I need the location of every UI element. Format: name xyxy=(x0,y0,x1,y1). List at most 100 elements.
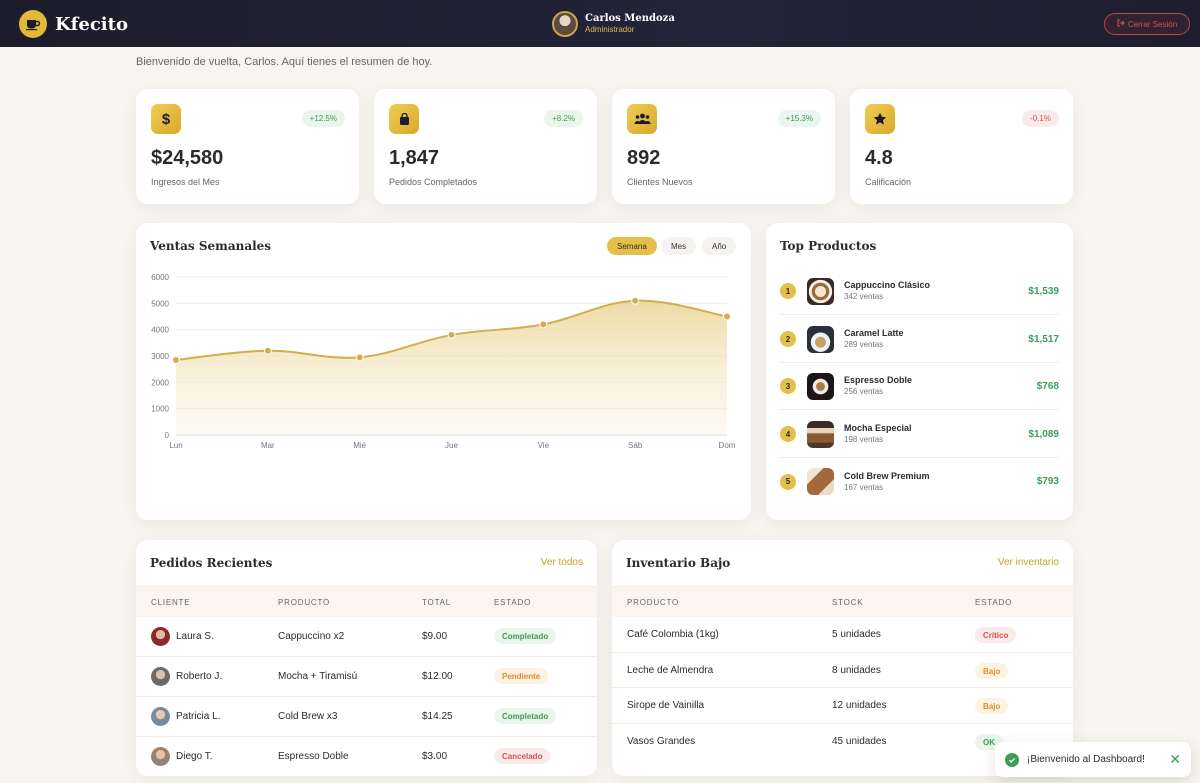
inventory-stock: 45 unidades xyxy=(832,736,887,747)
status-badge: Pendiente xyxy=(494,668,549,684)
y-tick-label: 0 xyxy=(165,431,170,440)
y-tick-label: 3000 xyxy=(151,352,169,361)
coffee-cup-icon xyxy=(19,10,47,38)
product-item[interactable]: 1 Cappuccino Clásico 342 ventas $1,539 xyxy=(780,268,1059,315)
client-name: Patricia L. xyxy=(176,711,221,722)
chart-point xyxy=(631,296,640,305)
inventory-stock: 5 unidades xyxy=(832,629,881,640)
x-tick-label: Mié xyxy=(353,441,366,450)
chart-title: Ventas Semanales xyxy=(150,239,272,253)
brand[interactable]: Kfecito xyxy=(19,10,128,38)
range-month-button[interactable]: Mes xyxy=(661,237,697,255)
inventory-product: Café Colombia (1kg) xyxy=(627,629,719,640)
product-sales: 256 ventas xyxy=(844,387,884,396)
order-product: Mocha + Tiramisú xyxy=(278,671,358,682)
column-header: ESTADO xyxy=(975,598,1013,607)
product-name: Cold Brew Premium xyxy=(844,470,930,481)
chart-point xyxy=(539,320,548,329)
product-name: Caramel Latte xyxy=(844,328,904,338)
change-badge: +12.5% xyxy=(301,110,345,127)
view-inventory-link[interactable]: Ver inventario xyxy=(997,557,1059,568)
logout-button[interactable]: Cerrar Sesión xyxy=(1104,13,1190,35)
column-header: PRODUCTO xyxy=(627,598,680,607)
recent-orders-card: Pedidos Recientes Ver todos CLIENTE PROD… xyxy=(136,540,597,776)
stat-value: 4.8 xyxy=(865,147,893,169)
range-year-button[interactable]: Año xyxy=(702,237,737,255)
table-row[interactable]: Patricia L. Cold Brew x3 $14.25 Completa… xyxy=(136,697,597,737)
shopping-bag-icon xyxy=(389,104,419,134)
client-name: Diego T. xyxy=(176,751,213,762)
low-inventory-title: Inventario Bajo xyxy=(626,556,731,570)
order-total: $3.00 xyxy=(422,751,448,762)
welcome-toast: ¡Bienvenido al Dashboard! ✕ xyxy=(995,742,1191,777)
product-sales: 198 ventas xyxy=(844,435,884,444)
chart-point xyxy=(263,346,272,355)
product-name: Cappuccino Clásico xyxy=(844,280,931,290)
avatar xyxy=(151,667,170,686)
product-thumbnail xyxy=(807,420,834,448)
stat-card-rating: -0.1% 4.8 Calificación xyxy=(850,89,1073,204)
status-badge: Bajo xyxy=(975,663,1009,679)
table-row[interactable]: Café Colombia (1kg) 5 unidades Crítico xyxy=(612,617,1073,653)
chart-point xyxy=(447,330,456,339)
product-thumbnail xyxy=(807,468,834,495)
top-products-card: Top Productos 1 Cappuccino Clásico 342 v… xyxy=(766,223,1073,520)
stat-label: Pedidos Completados xyxy=(389,177,478,187)
x-tick-label: Jue xyxy=(445,441,458,450)
rank-badge: 4 xyxy=(780,426,796,442)
change-badge: +15.3% xyxy=(777,110,821,127)
dollar-icon: $ xyxy=(151,104,181,134)
stat-card-orders: +8.2% 1,847 Pedidos Completados xyxy=(374,89,597,204)
x-tick-label: Dom xyxy=(719,441,736,450)
user-name: Carlos Mendoza xyxy=(585,13,675,24)
table-row[interactable]: Sirope de Vainilla 12 unidades Bajo xyxy=(612,688,1073,724)
status-badge: Completado xyxy=(494,628,557,644)
user-role: Administrador xyxy=(585,25,635,34)
product-amount: $1,539 xyxy=(1028,285,1059,297)
order-product: Cappuccino x2 xyxy=(278,631,345,642)
column-header: ESTADO xyxy=(494,598,532,607)
product-item[interactable]: 3 Espresso Doble 256 ventas $768 xyxy=(780,363,1059,410)
table-row[interactable]: Roberto J. Mocha + Tiramisú $12.00 Pendi… xyxy=(136,657,597,697)
order-total: $14.25 xyxy=(422,711,453,722)
status-badge: Crítico xyxy=(975,627,1017,643)
product-thumbnail xyxy=(807,325,834,353)
logout-label: Cerrar Sesión xyxy=(1127,19,1178,29)
close-icon[interactable]: ✕ xyxy=(1169,751,1181,767)
stat-card-clients: +15.3% 892 Clientes Nuevos xyxy=(612,89,835,204)
avatar xyxy=(151,707,170,726)
chart-point xyxy=(355,353,364,362)
toast-message: ¡Bienvenido al Dashboard! xyxy=(1027,754,1145,765)
product-item[interactable]: 4 Mocha Especial 198 ventas $1,089 xyxy=(780,411,1059,458)
product-name: Mocha Especial xyxy=(844,423,912,433)
y-tick-label: 4000 xyxy=(151,326,169,335)
product-amount: $1,517 xyxy=(1028,333,1059,345)
change-badge: -0.1% xyxy=(1022,110,1059,127)
product-item[interactable]: 5 Cold Brew Premium 167 ventas $793 xyxy=(780,458,1059,505)
view-all-orders-link[interactable]: Ver todos xyxy=(540,557,583,568)
product-item[interactable]: 2 Caramel Latte 289 ventas $1,517 xyxy=(780,316,1059,363)
product-amount: $793 xyxy=(1036,476,1059,487)
status-badge: Bajo xyxy=(975,698,1009,714)
product-amount: $1,089 xyxy=(1028,428,1059,440)
brand-name: Kfecito xyxy=(55,13,128,35)
table-row[interactable]: Leche de Almendra 8 unidades Bajo xyxy=(612,653,1073,688)
table-row[interactable]: Laura S. Cappuccino x2 $9.00 Completado xyxy=(136,617,597,657)
range-week-button[interactable]: Semana xyxy=(607,237,657,255)
star-icon xyxy=(865,104,895,134)
logout-icon xyxy=(1117,19,1125,29)
inventory-stock: 8 unidades xyxy=(832,665,881,676)
client-name: Roberto J. xyxy=(176,671,223,682)
avatar xyxy=(151,627,170,646)
table-row[interactable]: Diego T. Espresso Doble $3.00 Cancelado xyxy=(136,737,597,777)
status-badge: Cancelado xyxy=(494,748,551,764)
stat-card-revenue: $ +12.5% $24,580 Ingresos del Mes xyxy=(136,89,359,204)
top-navbar: Kfecito Carlos Mendoza Administrador Cer… xyxy=(0,0,1200,47)
product-name: Espresso Doble xyxy=(844,375,913,385)
order-product: Espresso Doble xyxy=(278,751,349,762)
y-tick-label: 5000 xyxy=(151,299,169,308)
user-profile[interactable]: Carlos Mendoza Administrador xyxy=(552,11,675,37)
client-name: Laura S. xyxy=(176,631,214,642)
rank-badge: 2 xyxy=(780,331,796,347)
product-amount: $768 xyxy=(1036,380,1059,392)
